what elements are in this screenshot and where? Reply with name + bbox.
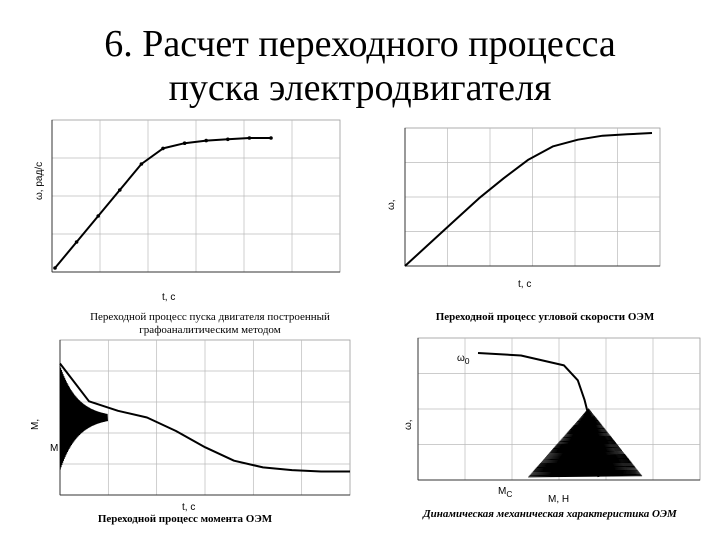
tr-xlabel: t, c <box>518 279 532 290</box>
tl-series-point <box>139 162 144 166</box>
tl-series-point <box>269 136 273 140</box>
tl-series-point <box>53 266 57 270</box>
tl-series-point <box>74 240 79 244</box>
br-mc-label: MC <box>498 486 512 499</box>
tl-series-point <box>96 214 100 218</box>
tl-xlabel: t, c <box>162 292 176 303</box>
tl-series-point <box>247 136 252 140</box>
slide-title-line1: 6. Расчет переходного процесса <box>104 23 616 65</box>
tl-series-point <box>204 138 208 143</box>
tl-series-point <box>226 137 230 142</box>
br-xlabel: M, H <box>548 494 570 505</box>
tl-series-point <box>118 188 122 192</box>
bl-caption: Переходной процесс момента ОЭМ <box>97 513 273 525</box>
bl-oscillation <box>59 365 108 470</box>
tl-caption-line1: Переходной процесс пуска двигателя постр… <box>90 311 330 323</box>
bl-ylabel: M, <box>30 418 41 430</box>
br-omega0-sub: 0 <box>464 356 470 366</box>
br-omega0-label: ω0 <box>457 353 469 366</box>
tr-series-line <box>404 132 653 267</box>
br-omega0-symbol: ω <box>457 353 465 364</box>
tr-ylabel: ω, <box>386 199 397 210</box>
tl-series-line <box>54 137 271 269</box>
tr-caption: Переходной процесс угловой скорости ОЭМ <box>435 311 655 323</box>
br-oscillation <box>528 408 643 478</box>
br-caption: Динамическая механическая характеристика… <box>423 508 677 520</box>
br-mc-symbol: M <box>498 486 507 497</box>
br-ylabel: ω, <box>403 419 414 430</box>
bl-xlabel: t, c <box>182 502 196 513</box>
tl-caption-line2: графоаналитическим методом <box>139 324 281 336</box>
tl-series-point <box>182 141 187 145</box>
slide-title-line2: пуска электродвигателя <box>168 67 552 109</box>
bl-series-line <box>59 362 350 473</box>
slide-title: 6. Расчет переходного процесса пуска эле… <box>0 22 720 110</box>
tl-series-point <box>161 146 165 151</box>
bl-m-label: M <box>50 443 59 454</box>
tl-caption: Переходной процесс пуска двигателя постр… <box>55 311 365 337</box>
tl-ylabel: ω, рад/с <box>34 161 45 200</box>
br-mc-sub: C <box>506 489 513 499</box>
